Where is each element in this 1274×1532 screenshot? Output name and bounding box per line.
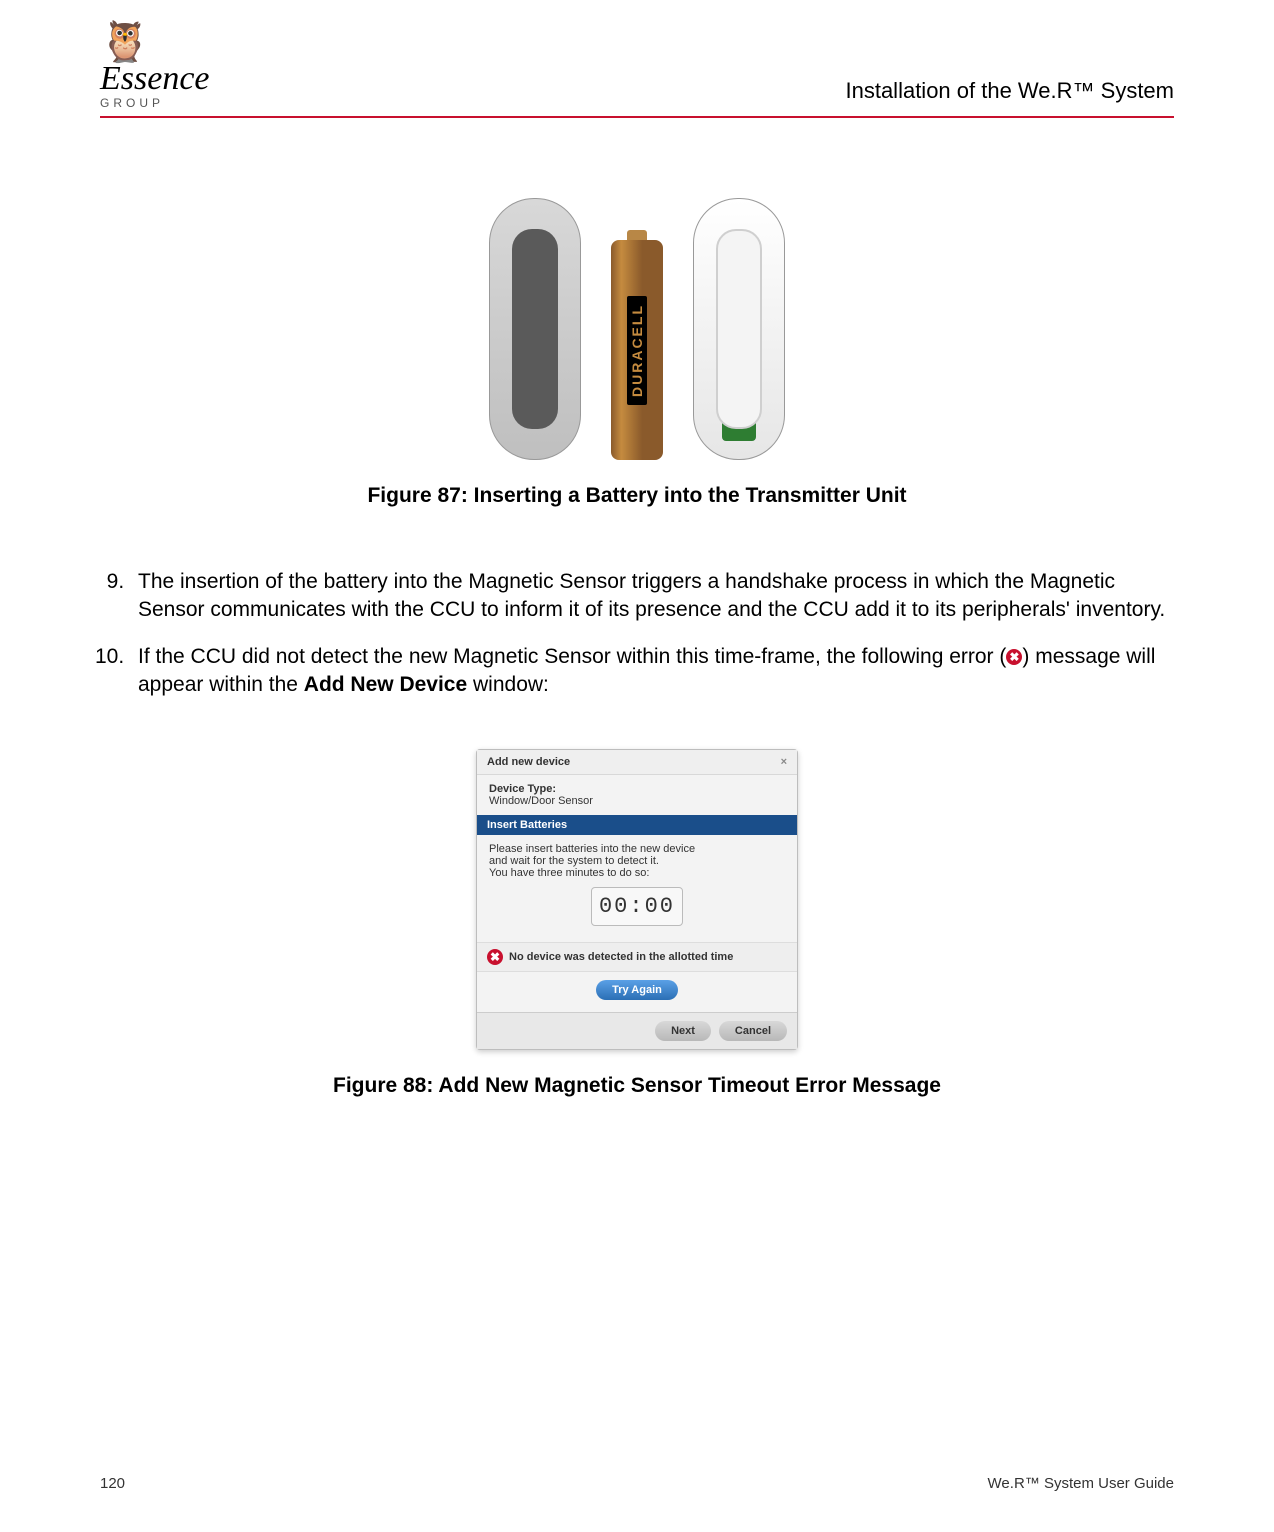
header-rule [100,116,1174,118]
brand-name: Essence [100,62,210,96]
device-type-value: Window/Door Sensor [489,795,785,807]
step-10: If the CCU did not detect the new Magnet… [130,643,1174,700]
countdown-timer: 00:00 [591,887,683,926]
instruction-list: The insertion of the battery into the Ma… [100,568,1174,699]
brand-logo: 🦉 Essence GROUP [100,22,210,110]
brand-subname: GROUP [100,96,164,110]
device-type-label: Device Type: [489,783,785,795]
figure-88-caption: Figure 88: Add New Magnetic Sensor Timeo… [333,1074,941,1098]
page-number: 120 [100,1475,125,1492]
aa-battery: DURACELL [611,240,663,460]
page-title: Installation of the We.R™ System [845,78,1174,104]
guide-title: We.R™ System User Guide [988,1475,1174,1492]
pcb-icon [722,401,756,441]
device-illustration: DURACELL [489,198,785,460]
error-icon: ✖ [487,949,503,965]
step-10-text-a: If the CCU did not detect the new Magnet… [138,645,1006,668]
step-9: The insertion of the battery into the Ma… [130,568,1174,625]
figure-87-caption: Figure 87: Inserting a Battery into the … [367,484,906,508]
close-icon[interactable]: × [781,756,787,768]
dialog-line-1: Please insert batteries into the new dev… [489,843,785,855]
step-10-text-c: window: [467,673,549,696]
figure-87: DURACELL Figure 87: Inserting a Battery … [100,198,1174,508]
insert-batteries-banner: Insert Batteries [477,815,797,835]
page-header: 🦉 Essence GROUP Installation of the We.R… [100,0,1174,110]
transmitter-back-shell [489,198,581,460]
dialog-instructions: Please insert batteries into the new dev… [477,835,797,942]
add-new-device-label: Add New Device [304,673,467,696]
dialog-error-text: No device was detected in the allotted t… [509,951,733,963]
dialog-title-text: Add new device [487,756,570,768]
dialog-error-row: ✖ No device was detected in the allotted… [477,942,797,972]
page-footer: 120 We.R™ System User Guide [100,1475,1174,1492]
try-again-row: Try Again [477,972,797,1012]
error-icon: ✖ [1006,649,1022,665]
dialog-titlebar: Add new device × [477,750,797,775]
next-button[interactable]: Next [655,1021,711,1041]
battery-brand-label: DURACELL [627,296,647,405]
try-again-button[interactable]: Try Again [596,980,678,1000]
transmitter-front-shell [693,198,785,460]
device-type-section: Device Type: Window/Door Sensor [477,775,797,815]
dialog-button-row: Next Cancel [477,1012,797,1049]
owl-icon: 🦉 [100,22,150,62]
dialog-line-2: and wait for the system to detect it. [489,855,785,867]
dialog-line-3: You have three minutes to do so: [489,867,785,879]
add-new-device-dialog: Add new device × Device Type: Window/Doo… [476,749,798,1050]
figure-88: Add new device × Device Type: Window/Doo… [100,749,1174,1098]
cancel-button[interactable]: Cancel [719,1021,787,1041]
